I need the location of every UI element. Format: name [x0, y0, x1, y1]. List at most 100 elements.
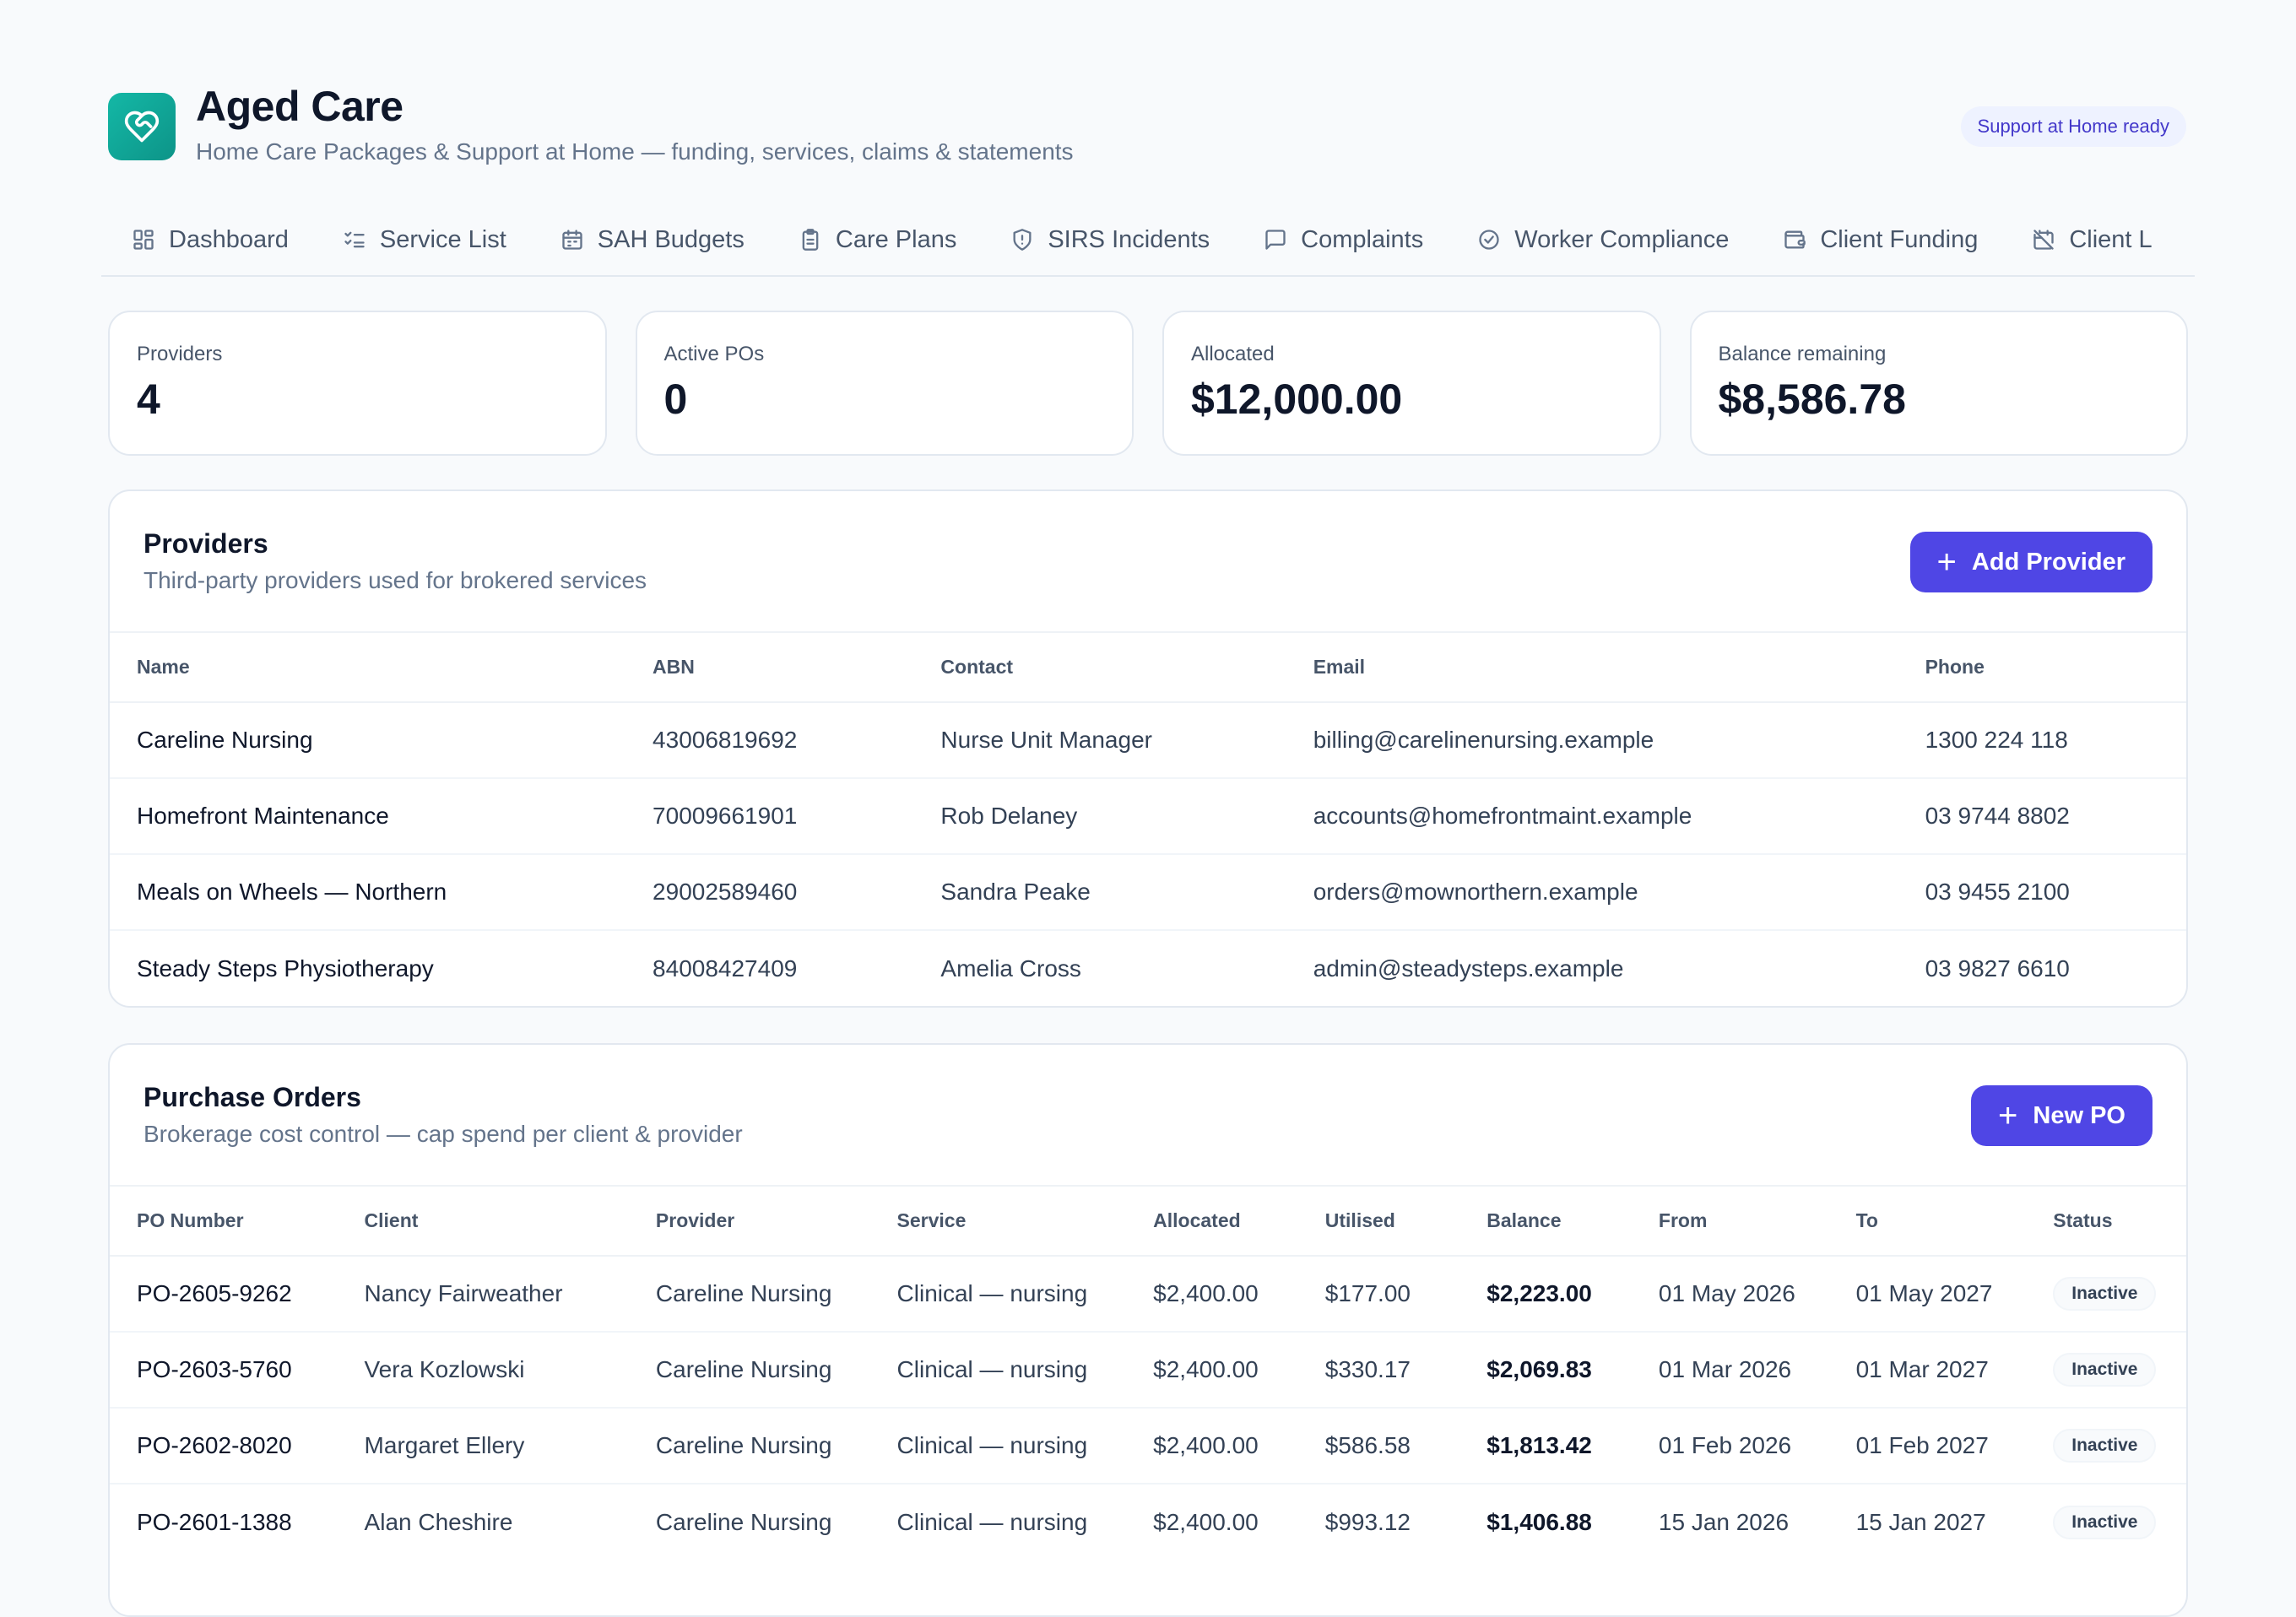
- tab-sah-budgets[interactable]: SAH Budgets: [560, 213, 745, 267]
- table-cell: 43006819692: [625, 702, 914, 779]
- tab-dashboard[interactable]: Dashboard: [132, 213, 289, 267]
- status-badge: Support at Home ready: [1960, 106, 2186, 147]
- heart-logo-icon: [108, 93, 176, 160]
- stat-card-balance-remaining: Balance remaining $8,586.78: [1689, 311, 2188, 456]
- table-cell: 15 Jan 2026: [1658, 1508, 1790, 1535]
- table-cell: Careline Nursing: [628, 1332, 870, 1409]
- table-cell: Clinical — nursing: [869, 1332, 1127, 1409]
- column-header[interactable]: Provider: [628, 1187, 870, 1257]
- table-cell: Inactive: [2026, 1484, 2186, 1560]
- table-cell: Nurse Unit Manager: [913, 702, 1286, 779]
- column-header[interactable]: Service: [869, 1187, 1127, 1257]
- table-cell: $330.17: [1297, 1332, 1460, 1409]
- table-cell: Careline Nursing: [628, 1256, 870, 1333]
- table-cell: Careline Nursing: [655, 1508, 832, 1535]
- plus-icon: +: [1998, 1097, 2018, 1134]
- column-header[interactable]: ABN: [625, 633, 914, 703]
- column-header[interactable]: Status: [2026, 1187, 2186, 1257]
- check-circle-icon: [1479, 230, 1499, 250]
- stat-label: Active POs: [663, 343, 765, 365]
- table-cell: Nancy Fairweather: [337, 1256, 629, 1333]
- table-row[interactable]: PO-2603-5760 Vera Kozlowski Careline Nursi…: [110, 1332, 2186, 1409]
- table-row[interactable]: Meals on Wheels — Northern 29002589460 San…: [110, 854, 2186, 931]
- column-header[interactable]: Client: [337, 1187, 629, 1257]
- stat-label: Providers: [137, 343, 223, 365]
- stat-value: 4: [137, 376, 160, 423]
- table-cell: PO-2605-9262: [110, 1256, 338, 1333]
- column-header[interactable]: From: [1631, 1187, 1829, 1257]
- column-header[interactable]: Phone: [1898, 633, 2186, 703]
- tab-client-funding[interactable]: Client Funding: [1783, 213, 1978, 267]
- column-header[interactable]: Utilised: [1297, 1187, 1460, 1257]
- stat-card-active-pos: Active POs 0: [635, 311, 1134, 456]
- new-po-label: New PO: [2033, 1101, 2125, 1129]
- column-header[interactable]: To: [1828, 1187, 2027, 1257]
- table-cell: Careline Nursing: [110, 702, 626, 779]
- tab-complaints[interactable]: Complaints: [1264, 213, 1423, 267]
- stat-label: Balance remaining: [1718, 343, 1887, 365]
- stat-card-allocated: Allocated $12,000.00: [1162, 311, 1661, 456]
- providers-title: Providers: [144, 528, 268, 559]
- table-cell: Clinical — nursing: [869, 1256, 1127, 1333]
- tab-label: Care Plans: [835, 225, 957, 253]
- table-cell: $2,223.00: [1459, 1256, 1632, 1333]
- tab-sirs-incidents[interactable]: SIRS Incidents: [1010, 213, 1210, 267]
- table-cell: 84008427409: [653, 955, 798, 982]
- tab-label: Complaints: [1301, 225, 1424, 253]
- clipboard-icon: [802, 229, 819, 251]
- list-check-icon: [344, 231, 365, 248]
- column-header[interactable]: Name: [110, 633, 626, 703]
- providers-table: Name ABN Contact Email Phone Careline Nursin…: [110, 633, 2186, 1006]
- plus-icon: +: [1936, 544, 1957, 581]
- table-row[interactable]: Steady Steps Physiotherapy 84008427409 Ame…: [110, 930, 2186, 1006]
- table-cell: $586.58: [1297, 1408, 1460, 1485]
- tab-worker-compliance[interactable]: Worker Compliance: [1477, 213, 1729, 267]
- column-header[interactable]: Allocated: [1126, 1187, 1298, 1257]
- table-cell: billing@carelinenursing.example: [1286, 702, 1898, 779]
- table-cell: Clinical — nursing: [896, 1508, 1088, 1535]
- table-row[interactable]: PO-2601-1388 Alan Cheshire Careline Nursin…: [110, 1484, 2186, 1560]
- table-cell: admin@steadysteps.example: [1313, 955, 1624, 982]
- table-cell: Inactive: [2026, 1256, 2186, 1333]
- table-cell: $177.00: [1297, 1256, 1460, 1333]
- tab-client-l[interactable]: Client L: [2032, 213, 2152, 267]
- table-row[interactable]: PO-2605-9262 Nancy Fairweather Careline Nu…: [110, 1256, 2186, 1333]
- table-cell: $1,406.88: [1486, 1508, 1592, 1535]
- purchase-orders-panel: Purchase Orders Brokerage cost control —…: [108, 1043, 2188, 1617]
- tab-label: Client Funding: [1820, 225, 1979, 253]
- table-cell: 70009661901: [625, 778, 914, 855]
- table-cell: Rob Delaney: [913, 778, 1286, 855]
- table-cell: Alan Cheshire: [364, 1508, 513, 1535]
- tab-label: SAH Budgets: [597, 225, 745, 253]
- table-cell: Vera Kozlowski: [337, 1332, 629, 1409]
- tab-service-list[interactable]: Service List: [343, 213, 506, 267]
- providers-panel: Providers Third-party providers used for…: [108, 489, 2188, 1008]
- tab-label: SIRS Incidents: [1048, 225, 1210, 253]
- tab-care-plans[interactable]: Care Plans: [799, 213, 956, 267]
- table-cell: 03 9827 6610: [1925, 955, 2070, 982]
- shield-icon: [1013, 229, 1032, 251]
- column-header[interactable]: Contact: [913, 633, 1286, 703]
- calendar-off-icon: [2033, 230, 2055, 250]
- table-row[interactable]: Homefront Maintenance 70009661901 Rob Dela…: [110, 778, 2186, 855]
- column-header[interactable]: Email: [1286, 633, 1898, 703]
- column-header[interactable]: PO Number: [110, 1187, 338, 1257]
- table-row[interactable]: Careline Nursing 43006819692 Nurse Unit Ma…: [110, 702, 2186, 779]
- add-provider-button[interactable]: + Add Provider: [1909, 532, 2152, 592]
- table-cell: 01 Feb 2026: [1631, 1408, 1829, 1485]
- status-badge: Inactive: [2053, 1429, 2157, 1463]
- stat-value: 0: [663, 376, 688, 423]
- table-cell: 29002589460: [625, 854, 914, 931]
- table-row[interactable]: PO-2602-8020 Margaret Ellery Careline Nurs…: [110, 1408, 2186, 1485]
- table-cell: 03 9744 8802: [1898, 778, 2186, 855]
- stat-value: $12,000.00: [1191, 376, 1403, 423]
- tab-bar: Dashboard Service List SAH Budgets Care Pla…: [101, 213, 2195, 277]
- po-table: PO Number Client Provider Service Allocated U…: [110, 1187, 2186, 1560]
- table-cell: $2,400.00: [1153, 1508, 1259, 1535]
- column-header[interactable]: Balance: [1459, 1187, 1632, 1257]
- wallet-icon: [1784, 230, 1806, 249]
- new-po-button[interactable]: + New PO: [1971, 1085, 2152, 1146]
- providers-subtitle: Third-party providers used for brokered …: [144, 567, 647, 593]
- table-cell: Inactive: [2026, 1408, 2186, 1485]
- table-cell: 01 Feb 2027: [1828, 1408, 2027, 1485]
